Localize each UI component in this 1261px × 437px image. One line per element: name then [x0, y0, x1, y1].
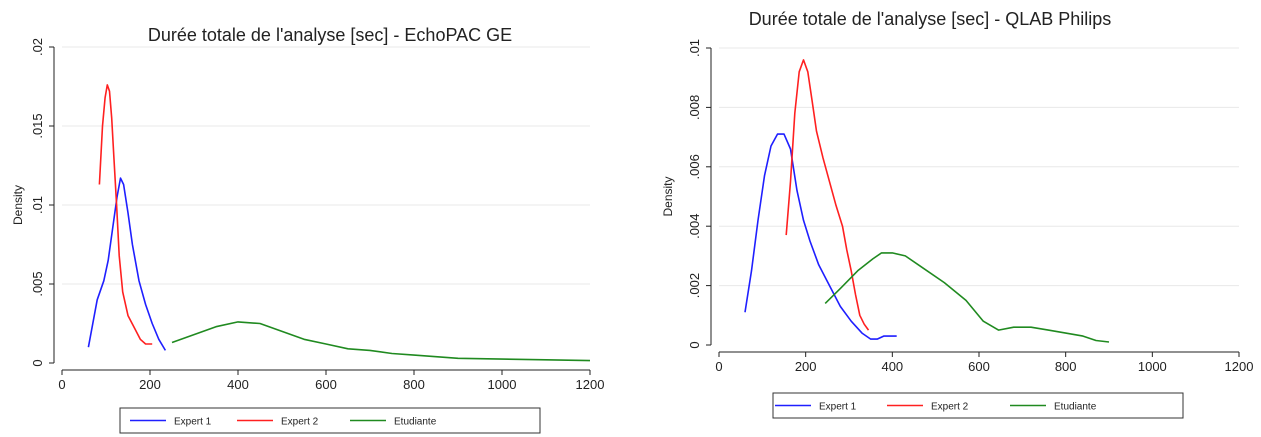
legend-label: Expert 1 [174, 417, 212, 428]
qlab-density-chart: Durée totale de l'analyse [sec] - QLAB P… [661, 9, 1254, 419]
legend-label: Expert 1 [819, 402, 857, 413]
chart-panel-qlab: Durée totale de l'analyse [sec] - QLAB P… [650, 0, 1261, 437]
series-line-etudiante [171, 321, 591, 362]
y-tick-label: .005 [30, 271, 45, 296]
legend-box [772, 392, 1184, 419]
x-tick-label: 1200 [576, 377, 605, 392]
y-tick-label: 0 [30, 359, 45, 366]
series-line-expert-1 [744, 133, 897, 340]
chart-panel-echopac: Durée totale de l'analyse [sec] - EchoPA… [0, 0, 610, 437]
legend-label: Etudiante [1054, 402, 1097, 413]
x-tick-label: 800 [1055, 359, 1077, 374]
x-tick-label: 400 [881, 359, 903, 374]
series-line-expert-2 [98, 84, 153, 345]
legend: Expert 1 Expert 2 Etudiante [772, 392, 1184, 419]
legend-box [119, 407, 541, 434]
x-tick-label: 600 [968, 359, 990, 374]
x-tick-label: 200 [795, 359, 817, 374]
series-line-expert-1 [87, 177, 167, 351]
legend-label: Expert 2 [281, 417, 319, 428]
x-tick-label: 400 [227, 377, 249, 392]
legend-label: Expert 2 [931, 402, 969, 413]
y-axis-title: Density [11, 185, 25, 225]
y-tick-label: .008 [687, 95, 702, 120]
y-axis-title: Density [661, 176, 675, 216]
x-tick-label: 1200 [1225, 359, 1254, 374]
x-tick-label: 0 [715, 359, 722, 374]
x-tick-label: 0 [58, 377, 65, 392]
x-tick-label: 1000 [1138, 359, 1167, 374]
chart-title: Durée totale de l'analyse [sec] - QLAB P… [749, 9, 1112, 29]
y-tick-label: .004 [687, 214, 702, 239]
y-tick-label: .01 [30, 196, 45, 214]
y-tick-label: .02 [30, 38, 45, 56]
series-line-etudiante [824, 252, 1110, 343]
x-tick-label: 1000 [488, 377, 517, 392]
y-tick-label: .015 [30, 113, 45, 138]
legend: Expert 1 Expert 2 Etudiante [119, 407, 541, 434]
legend-label: Etudiante [394, 417, 437, 428]
y-tick-label: .002 [687, 273, 702, 298]
series-line-expert-2 [785, 59, 870, 331]
chart-title: Durée totale de l'analyse [sec] - EchoPA… [148, 25, 512, 45]
x-tick-label: 200 [139, 377, 161, 392]
echopac-density-chart: Durée totale de l'analyse [sec] - EchoPA… [11, 25, 605, 434]
y-tick-label: 0 [687, 341, 702, 348]
y-tick-label: .01 [687, 39, 702, 57]
y-tick-label: .006 [687, 154, 702, 179]
x-tick-label: 800 [403, 377, 425, 392]
x-tick-label: 600 [315, 377, 337, 392]
